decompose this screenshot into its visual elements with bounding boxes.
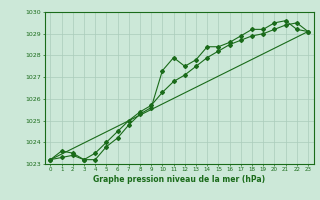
X-axis label: Graphe pression niveau de la mer (hPa): Graphe pression niveau de la mer (hPa) [93, 175, 265, 184]
